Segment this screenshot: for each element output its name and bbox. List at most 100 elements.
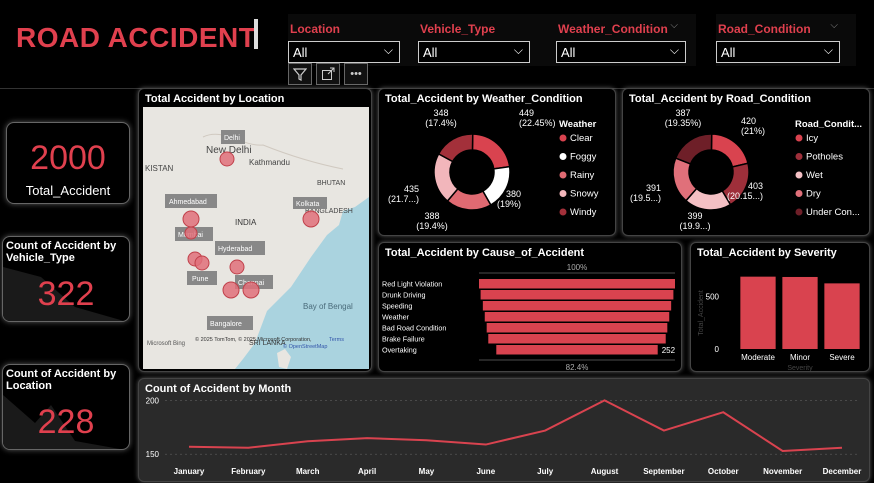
legend-marker[interactable] (559, 171, 567, 179)
city-bubble[interactable] (242, 281, 260, 299)
funnel-category-label: Weather (382, 313, 410, 322)
donut-slice[interactable] (710, 133, 749, 168)
x-tick-label: April (358, 467, 376, 476)
city-bubble[interactable] (302, 210, 320, 228)
chevron-down-icon[interactable]: ⌵ (830, 20, 838, 31)
chevron-down-icon[interactable]: ⌵ (513, 43, 523, 57)
total-accident-value: 2000 (30, 139, 106, 177)
map-place-label: Bay of Bengal (303, 302, 353, 311)
legend-item[interactable]: Windy (570, 207, 597, 218)
funnel-bar[interactable] (496, 345, 658, 355)
city-bubble[interactable] (182, 210, 200, 228)
legend-marker[interactable] (559, 208, 567, 216)
legend-item[interactable]: Clear (570, 133, 593, 144)
legend-marker[interactable] (795, 134, 803, 142)
weather-dropdown[interactable]: All ⌵ (556, 41, 686, 63)
funnel-bar[interactable] (488, 334, 666, 344)
weather-donut-panel: Total_Accident by Weather_Condition 449 (… (378, 88, 616, 236)
map-attribution-osm[interactable]: © OpenStreetMap (283, 343, 327, 350)
city-label-box (215, 241, 265, 255)
funnel-bar[interactable] (484, 312, 670, 322)
slicer-label: Road_Condition (718, 22, 811, 36)
donut-slice[interactable] (674, 133, 713, 165)
map-place-label: INDIA (235, 218, 257, 227)
more-options-icon[interactable]: ••• (344, 63, 368, 85)
vehicle-type-value: 322 (37, 275, 95, 313)
legend-marker[interactable] (559, 134, 567, 142)
donut-slice[interactable] (433, 152, 459, 203)
road-condition-dropdown[interactable]: All ⌵ (716, 41, 840, 63)
vehicle-type-dropdown[interactable]: All ⌵ (418, 41, 530, 63)
x-tick-label: March (296, 467, 320, 476)
city-label-box (207, 316, 253, 330)
map-place-label: BANGLADESH (305, 208, 353, 215)
city-label-box (221, 130, 245, 144)
map-terms-link[interactable]: Terms (329, 337, 344, 343)
location-slicer[interactable]: Location All ⌵ (288, 14, 430, 66)
chevron-down-icon[interactable]: ⌵ (823, 43, 833, 57)
legend-marker[interactable] (559, 190, 567, 197)
severity-bar[interactable] (782, 276, 818, 349)
funnel-bar[interactable] (482, 301, 672, 311)
dashboard-title: ROAD ACCIDENT (16, 22, 257, 53)
legend-item[interactable]: Icy (806, 133, 818, 144)
city-bubble[interactable] (222, 281, 240, 299)
donut-slice[interactable] (471, 133, 511, 170)
legend-marker[interactable] (795, 208, 803, 216)
legend-marker[interactable] (559, 153, 567, 160)
data-label: (19.9...) (679, 221, 710, 231)
legend-marker[interactable] (795, 190, 803, 197)
city-bubble[interactable] (229, 259, 245, 275)
legend-item[interactable]: Snowy (570, 189, 599, 200)
weather-slicer[interactable]: Weather_Condition ⌵ All ⌵ (556, 14, 696, 66)
map-panel: Total Accident by Location New Delhi Kat… (138, 88, 372, 372)
city-bubble[interactable] (184, 226, 198, 240)
chevron-down-icon[interactable]: ⌵ (669, 43, 679, 57)
data-label: (21%) (741, 126, 765, 136)
vehicle-type-label: Count of Accident by Vehicle_Type (6, 240, 117, 264)
month-series-line[interactable] (188, 399, 843, 453)
legend-item[interactable]: Potholes (806, 152, 843, 163)
legend-marker[interactable] (795, 153, 803, 160)
funnel-bar[interactable] (479, 279, 675, 289)
x-tick-label: Minor (790, 353, 810, 362)
data-label: (19.4%) (416, 221, 448, 231)
chevron-down-icon[interactable]: ⌵ (383, 43, 393, 57)
slicer-value: All (423, 45, 438, 60)
city-bubble[interactable] (194, 255, 210, 271)
map-place-label: SRI LANKA (249, 340, 286, 347)
donut-slice[interactable] (437, 133, 474, 163)
data-label: 449 (519, 108, 534, 118)
data-label: (17.4%) (425, 118, 457, 128)
y-tick-label: 200 (146, 396, 160, 405)
data-label: 399 (687, 211, 702, 221)
funnel-bar[interactable] (486, 323, 668, 333)
legend-marker[interactable] (795, 171, 803, 179)
severity-bar[interactable] (740, 276, 776, 349)
location-map[interactable]: New Delhi Kathmandu BHUTAN BANGLADESH IN… (143, 107, 369, 369)
legend-item[interactable]: Rainy (570, 170, 595, 181)
road-condition-slicer[interactable]: Road_Condition ⌵ All ⌵ (716, 14, 856, 66)
legend-item[interactable]: Under Con... (806, 207, 860, 218)
vehicle-type-slicer[interactable]: Vehicle_Type All ⌵ (418, 14, 560, 66)
location-dropdown[interactable]: All ⌵ (288, 41, 400, 63)
month-line-panel: Count of Accident by Month 150 200 January… (138, 378, 870, 482)
data-label: 391 (646, 183, 661, 193)
filter-icon[interactable] (288, 63, 312, 85)
severity-bar[interactable] (824, 283, 860, 349)
funnel-bar[interactable] (480, 290, 674, 300)
legend-item[interactable]: Dry (806, 189, 821, 200)
chevron-down-icon[interactable]: ⌵ (670, 20, 678, 31)
card-background-shape (3, 267, 124, 321)
city-label: Bangalore (210, 321, 242, 328)
focus-mode-icon[interactable] (316, 63, 340, 85)
data-label: 403 (748, 181, 763, 191)
funnel-top-label: 100% (567, 263, 587, 272)
weather-donut-title: Total_Accident by Weather_Condition (385, 93, 583, 105)
funnel-category-label: Speeding (382, 302, 412, 311)
legend-item[interactable]: Wet (806, 170, 823, 181)
x-tick-label: October (708, 467, 739, 476)
legend-item[interactable]: Foggy (570, 152, 597, 163)
map-title: Total Accident by Location (145, 93, 285, 105)
city-bubble[interactable] (219, 151, 235, 167)
